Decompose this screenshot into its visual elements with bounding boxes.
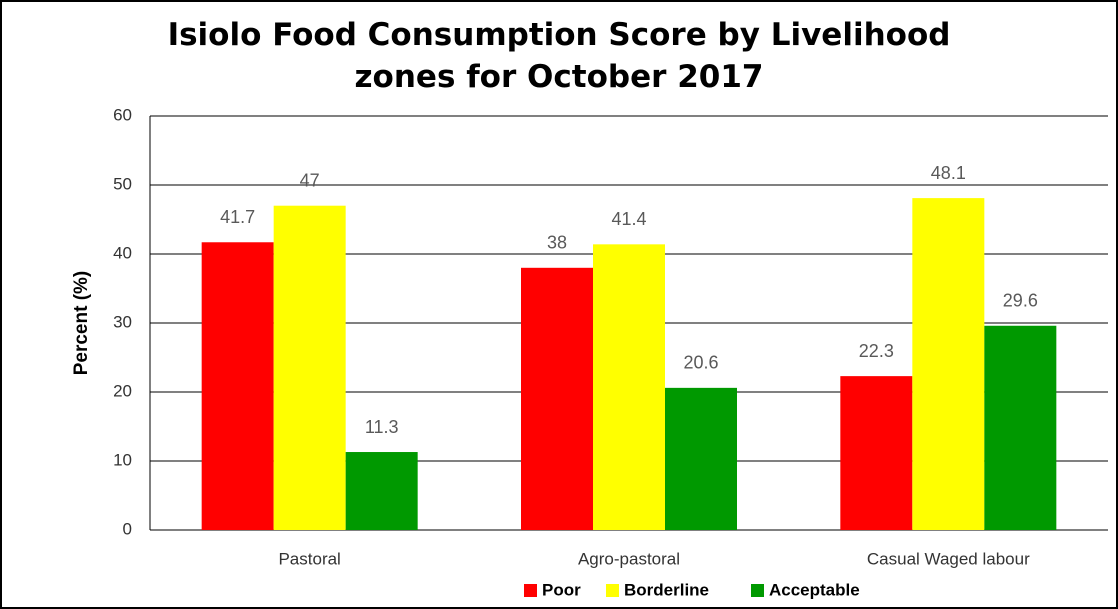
bar [593, 244, 665, 530]
y-tick-label: 10 [113, 450, 132, 469]
data-label: 47 [300, 170, 320, 190]
legend-label: Acceptable [769, 580, 860, 599]
y-tick-label: 40 [113, 243, 132, 262]
x-tick-label: Pastoral [278, 549, 340, 568]
y-tick-label: 50 [113, 174, 132, 193]
bar [201, 242, 274, 530]
bar [665, 387, 737, 530]
y-tick-label: 20 [113, 381, 132, 400]
bar [521, 267, 593, 530]
data-label: 20.6 [683, 353, 718, 373]
data-label: 41.7 [220, 207, 255, 227]
data-label: 11.3 [365, 417, 399, 437]
legend-swatch [606, 584, 619, 597]
data-label: 38 [547, 233, 567, 253]
bar [273, 205, 346, 530]
data-label: 41.4 [611, 209, 646, 229]
legend-label: Poor [542, 580, 581, 599]
data-label: 29.6 [1003, 291, 1038, 311]
bar [984, 325, 1057, 530]
x-tick-label: Agro-pastoral [578, 549, 680, 568]
x-tick-label: Casual Waged labour [867, 549, 1030, 568]
data-label: 22.3 [859, 341, 894, 361]
y-axis-label: Percent (%) [71, 271, 92, 376]
bar [912, 198, 985, 531]
y-tick-label: 30 [113, 312, 132, 331]
legend-label: Borderline [624, 580, 709, 599]
chart-title: Isiolo Food Consumption Score by Livelih… [167, 17, 951, 95]
bar [345, 452, 418, 530]
y-tick-label: 0 [123, 519, 132, 538]
y-tick-label: 60 [113, 105, 132, 124]
legend-swatch [751, 584, 764, 597]
bar [840, 376, 913, 530]
legend-swatch [524, 584, 537, 597]
data-label: 48.1 [931, 163, 966, 183]
